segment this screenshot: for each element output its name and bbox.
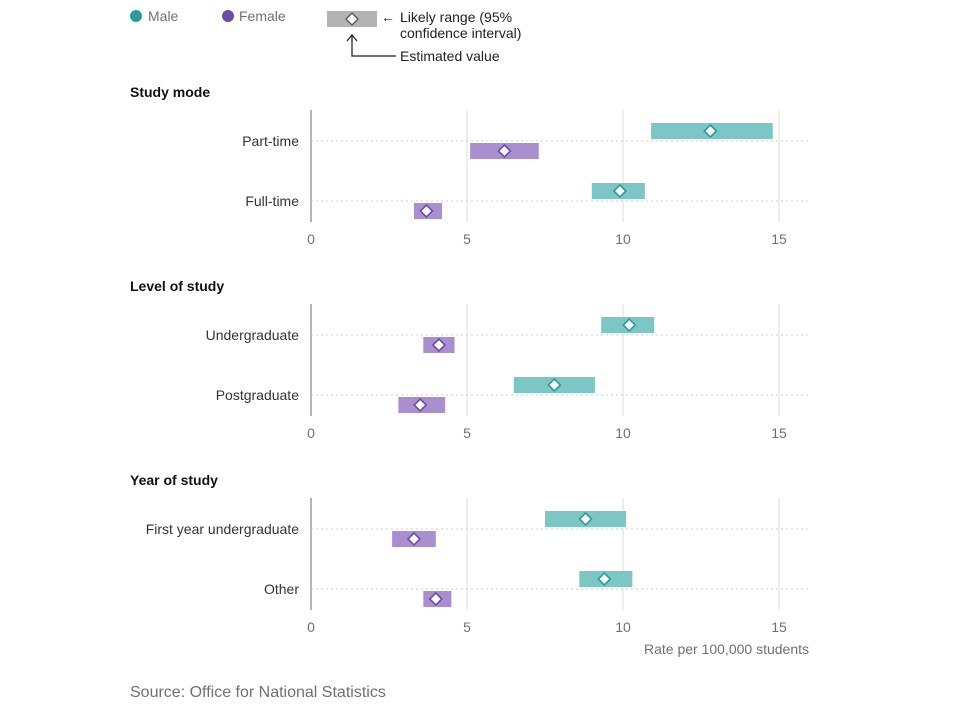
- panel: Year of study First year undergraduate Oth…: [130, 472, 808, 635]
- panel-title: Study mode: [130, 84, 210, 100]
- x-tick-label: 10: [615, 619, 631, 635]
- panel-title: Level of study: [130, 278, 224, 294]
- legend-estimate-pointer-icon: [346, 33, 396, 57]
- x-tick-label: 5: [463, 231, 471, 247]
- panel: Level of study Undergraduate Postgraduate 0…: [130, 278, 808, 441]
- x-axis-title: Rate per 100,000 students: [644, 641, 809, 657]
- x-tick-label: 15: [771, 425, 787, 441]
- male-estimate-point: [578, 511, 593, 527]
- category-label: Part-time: [242, 133, 299, 149]
- legend-arrow-icon: ←: [381, 9, 395, 25]
- female-estimate-point: [406, 531, 422, 547]
- x-tick-label: 15: [771, 231, 787, 247]
- male-estimate-point: [622, 317, 637, 333]
- legend-range-label-2: confidence interval): [400, 25, 521, 41]
- source-note: Source: Office for National Statistics: [130, 684, 386, 701]
- legend-range-label-1: Likely range (95%: [400, 9, 512, 25]
- legend-estimate-label: Estimated value: [400, 48, 500, 64]
- legend-male-label: Male: [148, 8, 179, 24]
- category-label: First year undergraduate: [146, 521, 300, 537]
- category-label: Postgraduate: [216, 387, 299, 403]
- x-tick-label: 5: [463, 619, 471, 635]
- legend-female-label: Female: [239, 8, 286, 24]
- legend-female-swatch: [222, 10, 234, 22]
- legend: Male Female ← Likely range (95% confiden…: [130, 8, 521, 64]
- male-estimate-point: [612, 183, 628, 199]
- female-estimate-point: [431, 337, 447, 353]
- x-tick-label: 0: [307, 231, 315, 247]
- male-estimate-point: [703, 123, 718, 139]
- legend-estimate-swatch: [345, 12, 359, 26]
- female-estimate-point: [419, 203, 434, 219]
- x-tick-label: 0: [307, 425, 315, 441]
- female-estimate-point: [497, 143, 512, 159]
- male-estimate-point: [597, 571, 612, 587]
- x-tick-label: 10: [615, 231, 631, 247]
- category-label: Full-time: [245, 193, 299, 209]
- legend-male-swatch: [130, 10, 142, 22]
- panel-title: Year of study: [130, 472, 218, 488]
- female-estimate-point: [413, 397, 428, 413]
- category-label: Undergraduate: [206, 327, 300, 343]
- female-estimate-point: [428, 591, 443, 607]
- x-tick-label: 0: [307, 619, 315, 635]
- x-tick-label: 5: [463, 425, 471, 441]
- x-tick-label: 10: [615, 425, 631, 441]
- panel: Study mode Part-time Full-time 0 5 10 15: [130, 84, 808, 247]
- category-label: Other: [264, 581, 299, 597]
- male-estimate-point: [547, 377, 562, 393]
- x-tick-label: 15: [771, 619, 787, 635]
